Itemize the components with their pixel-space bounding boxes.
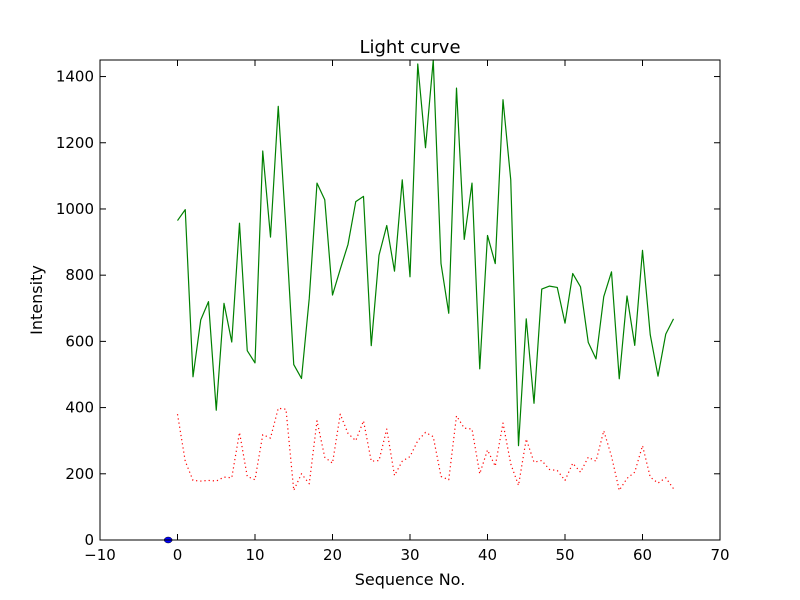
y-tick-label: 200	[65, 465, 94, 483]
x-tick-label: 50	[555, 546, 574, 564]
x-tick-label: 70	[710, 546, 729, 564]
x-tick-label: −10	[84, 546, 116, 564]
y-tick-label: 800	[65, 266, 94, 284]
y-tick-label: 1200	[56, 134, 94, 152]
ticks-layer: −10 0 10 20 30 40 50 60 700200400600800100012001…	[56, 60, 730, 564]
x-axis-label: Sequence No.	[355, 570, 466, 589]
x-tick-label: 40	[478, 546, 497, 564]
x-tick-label: 60	[633, 546, 652, 564]
y-tick-label: 1400	[56, 68, 94, 86]
x-tick-label: 20	[323, 546, 342, 564]
series-layer	[163, 59, 675, 544]
x-tick-label: 0	[173, 546, 183, 564]
y-tick-label: 0	[84, 531, 94, 549]
x-tick-label: 30	[400, 546, 419, 564]
x-tick-label: 10	[245, 546, 264, 564]
series-line-2	[176, 407, 674, 491]
y-tick-label: 400	[65, 399, 94, 417]
y-axis-label: Intensity	[27, 265, 46, 335]
y-tick-label: 1000	[56, 200, 94, 218]
chart-title: Light curve	[359, 37, 460, 58]
series-line-1	[177, 59, 675, 447]
y-tick-label: 600	[65, 332, 94, 350]
